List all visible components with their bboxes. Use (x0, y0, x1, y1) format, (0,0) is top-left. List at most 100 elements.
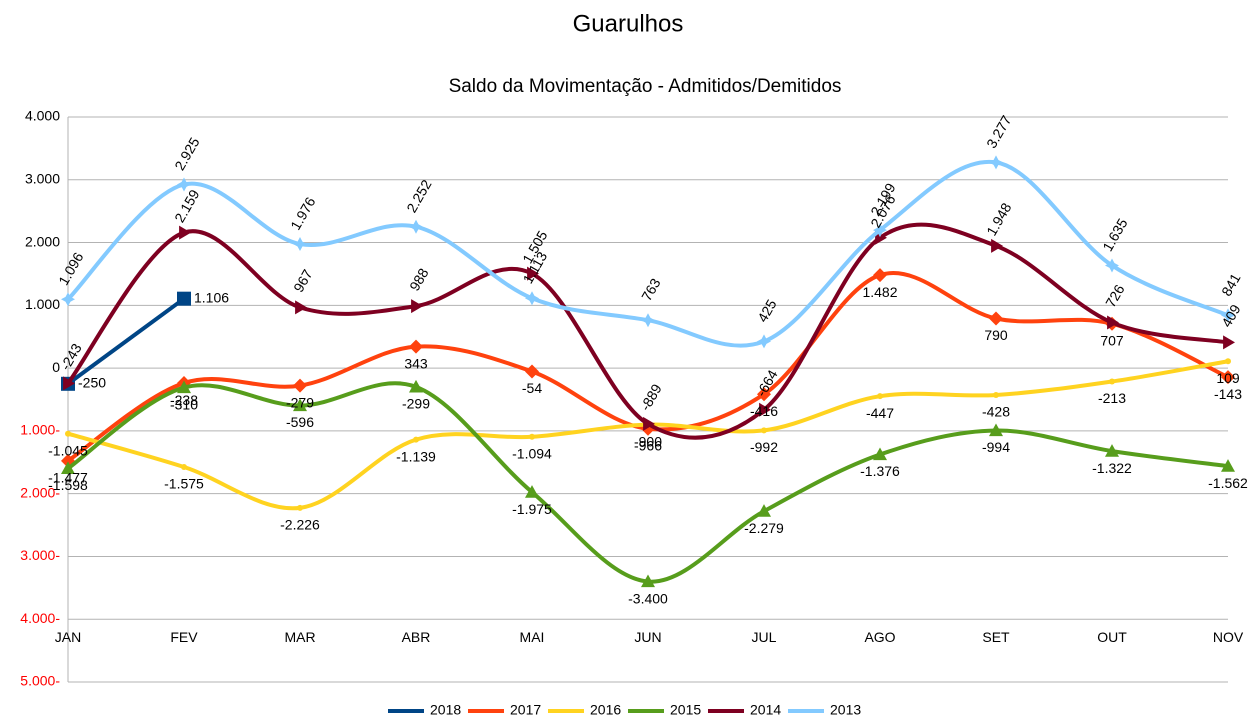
data-label: 707 (1100, 332, 1124, 348)
marker (757, 504, 771, 517)
marker (993, 391, 999, 398)
marker (1105, 258, 1119, 273)
data-label: -3.400 (628, 590, 668, 606)
marker (177, 380, 191, 394)
marker (1109, 378, 1115, 385)
marker (297, 504, 303, 511)
series-line (66, 381, 1229, 584)
marker (1221, 370, 1235, 385)
marker (409, 219, 423, 234)
data-label: -992 (750, 439, 778, 455)
data-label: -143 (1214, 386, 1242, 402)
marker (413, 436, 419, 443)
data-label: 425 (754, 296, 780, 324)
data-label: -299 (402, 396, 430, 412)
data-label: 1.635 (1099, 215, 1130, 254)
data-label: -1.045 (48, 442, 88, 458)
marker (1221, 459, 1235, 472)
marker (875, 230, 887, 245)
series-line (66, 222, 1229, 440)
x-tick-label: OUT (1097, 629, 1127, 645)
data-label: -994 (982, 439, 1010, 455)
marker (525, 364, 539, 379)
data-label: 3.277 (983, 112, 1014, 151)
legend-label: 2017 (510, 702, 541, 717)
marker (989, 311, 1003, 326)
data-label: 2.925 (171, 134, 202, 173)
data-label: -1.376 (860, 463, 900, 479)
x-tick-label: NOV (1213, 629, 1244, 645)
marker (643, 416, 655, 431)
labels: -250 1.106 -1.477 -238 -279 343 -54 -966 -416 1.4… (48, 112, 1248, 606)
data-label: 1.482 (862, 284, 897, 300)
data-label: -2.279 (744, 520, 784, 536)
data-label: 109 (1216, 370, 1240, 386)
marker (411, 299, 423, 314)
data-label: -2.226 (280, 517, 320, 533)
chart-subtitle: Saldo da Movimentação - Admitidos/Demiti… (449, 76, 842, 97)
data-label: -1.598 (48, 477, 88, 493)
y-tick-label: 1.000 (25, 296, 60, 312)
x-tick-label: AGO (864, 629, 895, 645)
y-tick-label: 0 (52, 359, 60, 375)
data-label: -1.477 (48, 470, 88, 486)
marker (991, 238, 1003, 253)
marker (527, 266, 539, 281)
marker (1221, 308, 1235, 323)
legend: 2018 2017 2016 2015 2014 2013 (388, 702, 861, 718)
data-label: -966 (634, 437, 662, 453)
data-label: 967 (290, 266, 316, 294)
data-label: -250 (78, 375, 106, 391)
data-label: 841 (1218, 270, 1244, 298)
y-tick-label: 2.000- (20, 484, 60, 500)
data-label: -1.562 (1208, 475, 1248, 491)
data-label: 790 (984, 327, 1008, 343)
x-tick-label: JAN (55, 629, 81, 645)
x-tick-label: JUL (752, 629, 777, 645)
marker (181, 463, 187, 470)
x-tick-label: MAR (284, 629, 315, 645)
marker (63, 376, 75, 391)
marker (873, 268, 887, 283)
marker (989, 423, 1003, 437)
marker (177, 177, 191, 192)
data-label: -1.975 (512, 501, 552, 517)
y-tick-label: 4.000 (25, 108, 60, 124)
data-label: 1.976 (287, 194, 318, 233)
x-tick-label: JUN (634, 629, 661, 645)
data-label: -1.322 (1092, 460, 1132, 476)
data-label: -596 (286, 414, 314, 430)
legend-label: 2014 (750, 702, 781, 717)
marker (989, 155, 1003, 170)
data-label: 343 (404, 355, 428, 371)
marker (1225, 358, 1231, 365)
marker (759, 402, 771, 417)
data-label: -416 (750, 403, 778, 419)
marker (61, 292, 75, 307)
lines (61, 155, 1235, 588)
marker (529, 433, 535, 440)
data-label: -428 (982, 404, 1010, 420)
legend-label: 2015 (670, 702, 701, 717)
data-label: -900 (634, 433, 662, 449)
legend-label: 2016 (590, 702, 621, 717)
marker (757, 387, 771, 402)
data-label: -54 (522, 380, 542, 396)
data-label: 1.106 (194, 289, 229, 305)
data-label: 2.159 (171, 187, 202, 226)
legend-label: 2013 (830, 702, 861, 717)
marker (65, 430, 71, 437)
data-label: -889 (637, 381, 665, 413)
marker (1105, 444, 1119, 457)
y-tick-label: 3.000- (20, 547, 60, 563)
legend-label: 2018 (430, 702, 461, 717)
marker (293, 237, 307, 252)
data-label: -1.139 (396, 448, 436, 464)
y-tick-label: 4.000- (20, 610, 60, 626)
chart-title: Guarulhos (573, 10, 684, 37)
x-tick-label: FEV (170, 629, 198, 645)
marker (641, 574, 655, 588)
data-label: -1.575 (164, 476, 204, 492)
marker (641, 313, 655, 328)
